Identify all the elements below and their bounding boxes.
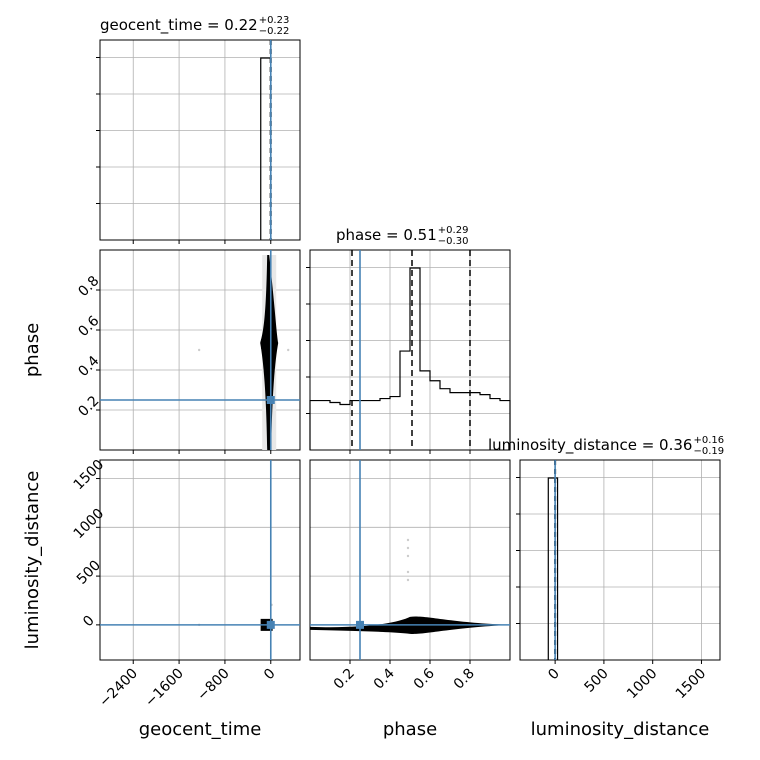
y-axis-label-phase: phase bbox=[22, 323, 43, 377]
scatter-point-lumdist-phase-2 bbox=[406, 554, 410, 558]
scatter-point-phase-geocent-2 bbox=[287, 348, 290, 352]
y-tick-label-luminosity_distance-0: 0 bbox=[80, 613, 98, 631]
y-axis-label-luminosity-distance: luminosity_distance bbox=[22, 471, 43, 650]
density-peak-phase-geocent bbox=[261, 339, 274, 349]
scatter-point-lumdist-phase-0 bbox=[406, 538, 410, 542]
x-tick-label-luminosity_distance-3: 1500 bbox=[673, 666, 710, 703]
scatter-point-phase-geocent bbox=[197, 348, 201, 352]
histogram-geocent_time bbox=[260, 57, 272, 240]
histogram-luminosity_distance bbox=[547, 477, 559, 660]
title-plus-phase: +0.29 bbox=[438, 225, 469, 236]
panel-frame-1-0 bbox=[99, 249, 301, 451]
y-tick-label-phase-0: 0.2 bbox=[75, 393, 102, 420]
histogram-phase bbox=[309, 267, 511, 450]
scatter-point-lumdist-phase-1 bbox=[406, 546, 410, 550]
title-luminosity_distance: luminosity_distance = 0.36 bbox=[488, 436, 692, 455]
panel-frame-2-1 bbox=[309, 459, 511, 661]
x-tick-label-phase-0: 0.2 bbox=[331, 666, 358, 693]
title-phase: phase = 0.51 bbox=[336, 226, 437, 244]
panel-frame-2-2 bbox=[519, 459, 721, 661]
scatter-point-lumdist-phase-3 bbox=[406, 570, 410, 574]
truth-marker-2-1 bbox=[356, 620, 364, 629]
title-main-geocent_time: geocent_time = 0.22 bbox=[100, 16, 258, 35]
y-tick-label-luminosity_distance-2: 1000 bbox=[71, 506, 108, 543]
title-geocent_time: geocent_time = 0.22 bbox=[100, 16, 258, 35]
y-tick-label-phase-2: 0.6 bbox=[75, 313, 102, 340]
marginal-titles: geocent_time = 0.22 +0.23−0.22 phase = 0.5… bbox=[100, 15, 724, 457]
x-tick-label-phase-1: 0.4 bbox=[371, 665, 398, 692]
x-tick-label-luminosity_distance-2: 1000 bbox=[624, 666, 661, 703]
panel-0-0 bbox=[99, 39, 301, 241]
x-tick-label-geocent_time-1: −1600 bbox=[142, 666, 187, 711]
y-tick-label-phase-1: 0.4 bbox=[75, 353, 102, 380]
panel-frame-0-0 bbox=[99, 39, 301, 241]
truth-marker-2-0 bbox=[266, 620, 275, 629]
x-tick-label-phase-2: 0.6 bbox=[411, 665, 438, 692]
contour-phase-geocent bbox=[260, 255, 279, 450]
truth-marker-1-0 bbox=[266, 396, 275, 404]
title-plus-geocent_time: +0.23 bbox=[259, 15, 290, 26]
x-tick-label-luminosity_distance-0: 0 bbox=[545, 666, 563, 684]
x-tick-label-geocent_time-3: 0 bbox=[261, 666, 279, 684]
x-axis-label-geocent-time: geocent_time bbox=[139, 719, 262, 740]
y-tick-label-phase-3: 0.8 bbox=[75, 273, 102, 300]
scatter-point-lumdist-phase-4 bbox=[406, 578, 410, 582]
title-minus-luminosity_distance: −0.19 bbox=[693, 446, 724, 457]
title-minus-geocent_time: −0.22 bbox=[259, 26, 290, 37]
x-axis-label-luminosity-distance: luminosity_distance bbox=[531, 719, 710, 740]
x-tick-label-geocent_time-0: −2400 bbox=[96, 666, 141, 711]
title-minus-phase: −0.30 bbox=[438, 236, 469, 247]
panel-frame-2-0 bbox=[99, 459, 301, 661]
x-tick-label-phase-3: 0.8 bbox=[451, 666, 478, 693]
y-tick-label-luminosity_distance-3: 1500 bbox=[71, 457, 108, 494]
title-main-phase: phase = 0.51 bbox=[336, 226, 437, 244]
x-axis-label-phase: phase bbox=[383, 719, 437, 740]
x-tick-label-luminosity_distance-1: 500 bbox=[582, 666, 612, 696]
panel-2-2 bbox=[519, 459, 721, 661]
panel-frame-1-1 bbox=[309, 249, 511, 451]
x-tick-label-geocent_time-2: −800 bbox=[194, 666, 233, 705]
title-main-luminosity_distance: luminosity_distance = 0.36 bbox=[488, 436, 692, 455]
title-plus-luminosity_distance: +0.16 bbox=[693, 435, 724, 446]
